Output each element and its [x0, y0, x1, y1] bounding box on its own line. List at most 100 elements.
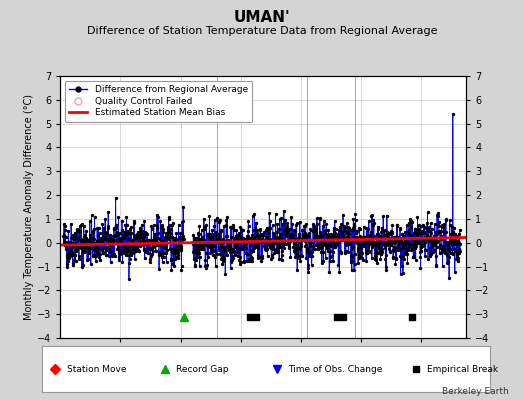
Point	[265, 227, 273, 233]
Point	[352, 230, 361, 236]
Point	[332, 241, 341, 247]
Point	[106, 232, 114, 239]
Point	[196, 245, 205, 252]
Point	[324, 227, 332, 234]
Point	[449, 237, 457, 243]
Point	[276, 216, 284, 223]
Point	[144, 245, 152, 252]
Point	[160, 244, 169, 251]
Point	[432, 252, 440, 259]
Point	[430, 233, 439, 240]
Point	[91, 247, 99, 254]
Point	[166, 222, 174, 228]
Point	[449, 251, 457, 258]
Legend: Difference from Regional Average, Quality Control Failed, Estimated Station Mean: Difference from Regional Average, Qualit…	[65, 80, 253, 122]
Point	[119, 242, 128, 249]
Point	[300, 233, 309, 240]
Point	[69, 232, 78, 238]
Point	[234, 232, 243, 239]
Point	[211, 231, 219, 237]
Point	[222, 244, 230, 251]
Point	[156, 218, 165, 224]
Point	[351, 250, 359, 257]
Point	[80, 222, 88, 229]
Point	[216, 244, 225, 250]
Point	[201, 265, 210, 271]
Point	[313, 215, 321, 221]
Point	[329, 232, 337, 238]
Point	[362, 224, 370, 231]
Point	[440, 221, 448, 228]
Point	[279, 239, 288, 246]
Point	[147, 245, 155, 252]
Point	[201, 262, 210, 269]
Point	[139, 236, 147, 243]
Point	[370, 239, 378, 245]
Point	[277, 247, 286, 254]
Point	[283, 238, 292, 245]
Point	[113, 228, 121, 235]
Point	[373, 240, 381, 247]
Point	[399, 238, 408, 245]
Point	[177, 243, 185, 249]
Point	[327, 236, 335, 243]
Point	[137, 228, 146, 234]
Point	[448, 250, 456, 256]
Point	[433, 222, 442, 228]
Point	[194, 230, 202, 236]
Point	[307, 226, 315, 233]
Point	[259, 229, 268, 235]
Point	[309, 228, 318, 234]
Point	[114, 214, 123, 220]
Point	[413, 214, 422, 220]
Point	[170, 262, 178, 269]
Point	[374, 250, 382, 256]
Point	[176, 230, 184, 236]
Point	[288, 236, 296, 242]
Point	[413, 232, 421, 238]
Point	[126, 256, 134, 262]
Point	[235, 246, 243, 252]
Point	[194, 231, 203, 238]
Point	[351, 211, 359, 217]
Point	[267, 254, 276, 260]
Point	[428, 237, 436, 244]
Point	[147, 226, 156, 232]
Point	[389, 248, 398, 254]
Point	[369, 233, 378, 240]
Point	[71, 258, 80, 264]
Point	[418, 237, 426, 244]
Point	[390, 239, 399, 245]
Point	[174, 255, 182, 262]
Point	[172, 248, 181, 254]
Point	[407, 224, 415, 230]
Point	[191, 262, 199, 268]
Point	[202, 250, 210, 256]
Point	[286, 238, 294, 244]
Point	[275, 236, 283, 242]
Point	[373, 260, 381, 266]
Point	[392, 222, 401, 228]
Point	[143, 241, 151, 248]
Point	[125, 260, 134, 266]
Point	[342, 248, 350, 254]
Point	[380, 241, 389, 247]
Point	[97, 235, 105, 241]
Point	[200, 237, 208, 244]
Point	[161, 244, 169, 250]
Point	[239, 241, 248, 248]
Point	[288, 236, 297, 242]
Point	[115, 249, 124, 256]
Point	[157, 237, 166, 243]
Point	[256, 231, 265, 238]
Point	[235, 256, 244, 263]
Point	[372, 243, 380, 250]
Point	[195, 223, 204, 229]
Point	[416, 240, 424, 246]
Point	[281, 229, 289, 236]
Point	[274, 249, 282, 256]
Point	[265, 236, 274, 243]
Point	[304, 269, 312, 276]
Point	[149, 248, 157, 254]
Point	[66, 253, 74, 259]
